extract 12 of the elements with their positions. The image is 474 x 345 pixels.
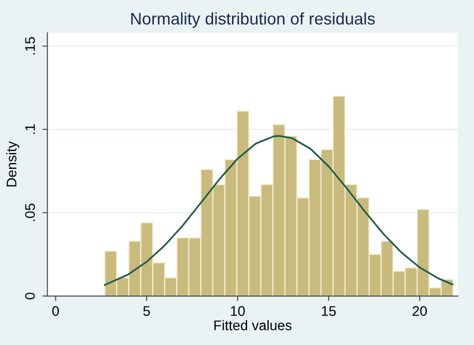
y-tick-label: .15 <box>25 37 35 54</box>
x-tick-label: 5 <box>143 306 150 316</box>
y-axis-title: Density <box>6 141 20 186</box>
x-tick-label: 20 <box>412 306 427 316</box>
x-axis-title: Fitted values <box>214 320 292 330</box>
x-tick-label: 0 <box>52 306 59 316</box>
y-tick-label: .1 <box>25 124 35 134</box>
y-tick-label: 0 <box>25 292 35 300</box>
y-tick-label: .05 <box>25 204 35 222</box>
x-tick-label: 15 <box>322 306 336 316</box>
chart-title: Normality distribution of residuals <box>131 12 375 28</box>
x-tick-label: 10 <box>230 306 245 316</box>
